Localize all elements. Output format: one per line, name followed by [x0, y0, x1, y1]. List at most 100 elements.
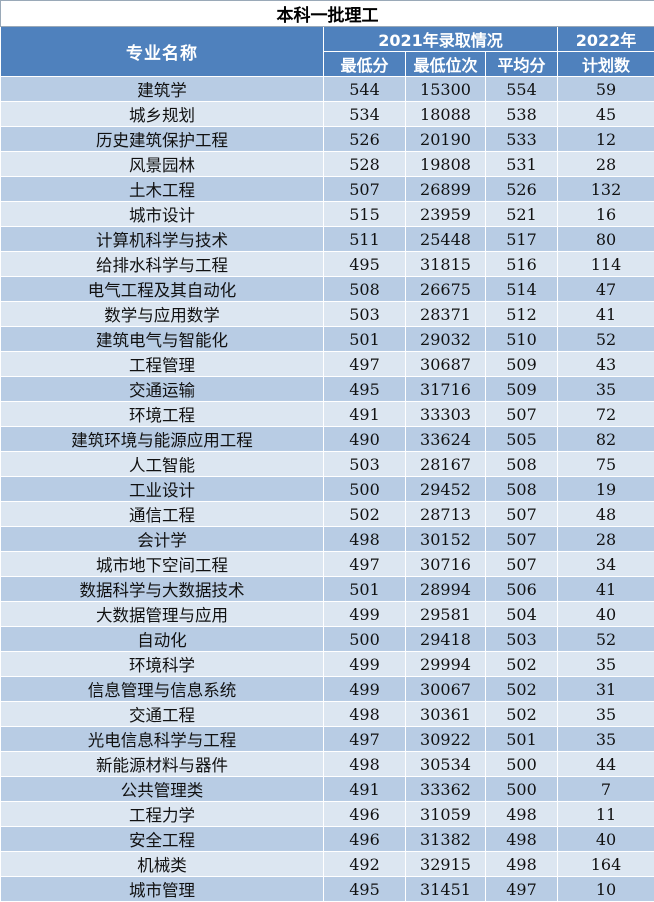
cell-min-rank: 29994 — [406, 652, 486, 677]
cell-min-score: 508 — [324, 277, 406, 302]
cell-min-score: 501 — [324, 327, 406, 352]
cell-min-score: 499 — [324, 652, 406, 677]
cell-min-score: 502 — [324, 502, 406, 527]
cell-min-score: 499 — [324, 602, 406, 627]
cell-min-rank: 15300 — [406, 77, 486, 102]
cell-plan: 19 — [558, 477, 654, 502]
cell-min-rank: 28713 — [406, 502, 486, 527]
cell-avg-score: 514 — [486, 277, 558, 302]
cell-plan: 47 — [558, 277, 654, 302]
cell-min-rank: 31815 — [406, 252, 486, 277]
cell-min-score: 496 — [324, 827, 406, 852]
cell-min-rank: 29452 — [406, 477, 486, 502]
cell-avg-score: 498 — [486, 802, 558, 827]
cell-major: 自动化 — [1, 627, 324, 652]
cell-avg-score: 506 — [486, 577, 558, 602]
cell-min-score: 496 — [324, 802, 406, 827]
cell-plan: 31 — [558, 677, 654, 702]
cell-avg-score: 498 — [486, 852, 558, 877]
cell-min-rank: 30152 — [406, 527, 486, 552]
table-title: 本科一批理工 — [1, 1, 654, 27]
cell-min-rank: 30687 — [406, 352, 486, 377]
cell-plan: 59 — [558, 77, 654, 102]
cell-min-score: 544 — [324, 77, 406, 102]
cell-min-score: 495 — [324, 877, 406, 902]
cell-avg-score: 497 — [486, 877, 558, 902]
cell-plan: 34 — [558, 552, 654, 577]
cell-plan: 43 — [558, 352, 654, 377]
cell-plan: 35 — [558, 652, 654, 677]
cell-avg-score: 505 — [486, 427, 558, 452]
cell-plan: 7 — [558, 777, 654, 802]
cell-plan: 44 — [558, 752, 654, 777]
header-avg-score: 平均分 — [486, 52, 558, 77]
cell-min-score: 500 — [324, 627, 406, 652]
cell-min-rank: 30716 — [406, 552, 486, 577]
cell-avg-score: 526 — [486, 177, 558, 202]
cell-plan: 80 — [558, 227, 654, 252]
cell-avg-score: 507 — [486, 402, 558, 427]
cell-avg-score: 507 — [486, 552, 558, 577]
cell-major: 新能源材料与器件 — [1, 752, 324, 777]
cell-min-rank: 31451 — [406, 877, 486, 902]
cell-major: 风景园林 — [1, 152, 324, 177]
cell-min-rank: 31059 — [406, 802, 486, 827]
cell-plan: 72 — [558, 402, 654, 427]
cell-min-score: 498 — [324, 702, 406, 727]
cell-min-rank: 28371 — [406, 302, 486, 327]
cell-major: 环境工程 — [1, 402, 324, 427]
cell-min-score: 490 — [324, 427, 406, 452]
cell-major: 交通工程 — [1, 702, 324, 727]
cell-min-score: 495 — [324, 252, 406, 277]
cell-major: 工业设计 — [1, 477, 324, 502]
cell-major: 数学与应用数学 — [1, 302, 324, 327]
cell-min-rank: 30534 — [406, 752, 486, 777]
cell-avg-score: 521 — [486, 202, 558, 227]
cell-major: 环境科学 — [1, 652, 324, 677]
cell-avg-score: 500 — [486, 752, 558, 777]
cell-plan: 114 — [558, 252, 654, 277]
cell-major: 会计学 — [1, 527, 324, 552]
cell-min-rank: 29032 — [406, 327, 486, 352]
cell-min-score: 507 — [324, 177, 406, 202]
cell-plan: 40 — [558, 827, 654, 852]
cell-min-score: 515 — [324, 202, 406, 227]
header-plan-year: 2022年 — [558, 27, 654, 52]
cell-min-rank: 25448 — [406, 227, 486, 252]
cell-min-rank: 30067 — [406, 677, 486, 702]
cell-plan: 48 — [558, 502, 654, 527]
cell-avg-score: 512 — [486, 302, 558, 327]
cell-min-rank: 18088 — [406, 102, 486, 127]
cell-min-score: 501 — [324, 577, 406, 602]
cell-min-score: 500 — [324, 477, 406, 502]
cell-plan: 164 — [558, 852, 654, 877]
cell-min-score: 534 — [324, 102, 406, 127]
cell-plan: 52 — [558, 627, 654, 652]
cell-plan: 40 — [558, 602, 654, 627]
cell-min-score: 497 — [324, 727, 406, 752]
cell-min-score: 528 — [324, 152, 406, 177]
cell-major: 建筑学 — [1, 77, 324, 102]
